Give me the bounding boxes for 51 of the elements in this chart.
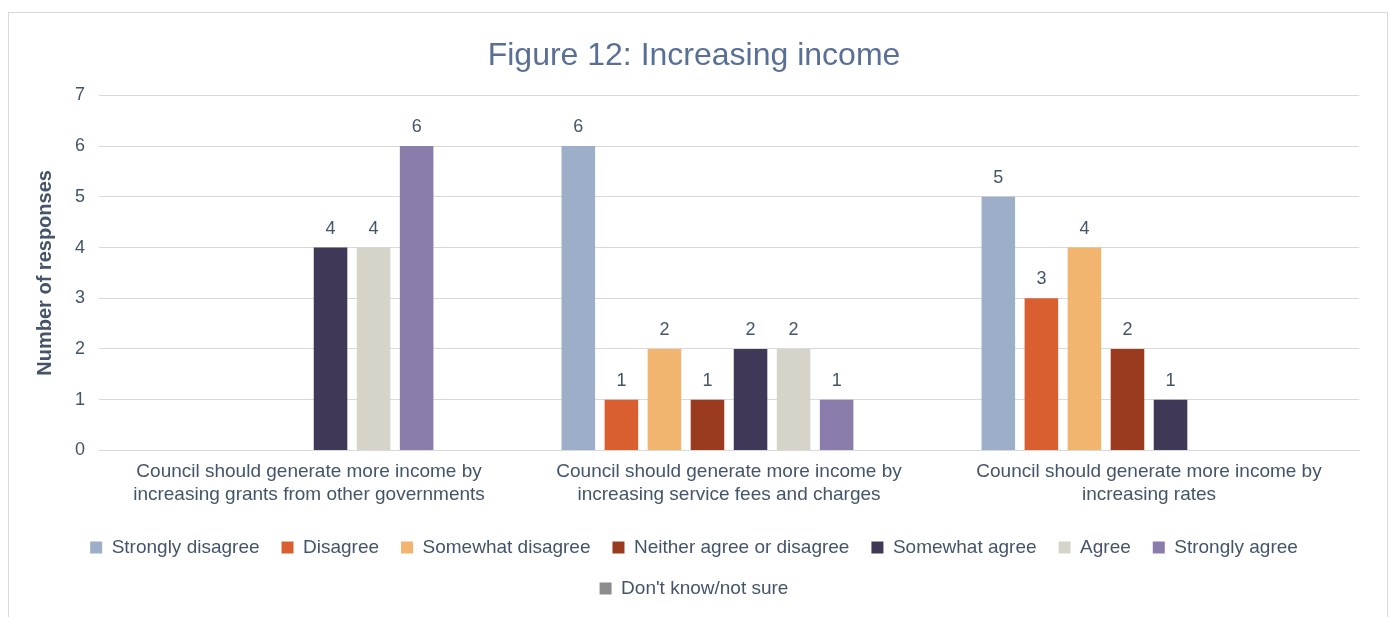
bar <box>690 399 725 450</box>
y-axis-title: Number of responses <box>32 170 55 376</box>
data-label: 4 <box>368 217 379 238</box>
bar <box>1153 399 1188 450</box>
data-label: 1 <box>1165 369 1176 390</box>
bar <box>356 247 391 450</box>
x-tick-label: Council should generate more income by increasing rates <box>976 460 1323 504</box>
legend-label: Strongly agree <box>1174 535 1298 557</box>
bar <box>819 399 854 450</box>
bar <box>399 146 434 450</box>
x-tick-label: Council should generate more income by increasing service fees and charges <box>556 460 903 504</box>
legend-label: Somewhat disagree <box>422 535 591 557</box>
y-tick-label: 1 <box>75 388 86 409</box>
legend-label: Agree <box>1080 535 1131 557</box>
legend-label: Disagree <box>303 535 380 557</box>
bar <box>1067 247 1102 450</box>
data-label: 2 <box>1122 318 1133 339</box>
data-label: 2 <box>788 318 799 339</box>
x-tick-label: Council should generate more income by increasing grants from other governments <box>133 460 485 504</box>
data-label: 6 <box>411 116 422 137</box>
y-tick-label: 7 <box>75 84 86 105</box>
chart-title: Figure 12: Increasing income <box>487 36 901 73</box>
bar <box>647 348 682 450</box>
data-label: 4 <box>1079 217 1090 238</box>
data-label: 2 <box>745 318 756 339</box>
bar <box>981 196 1016 450</box>
data-label: 4 <box>325 217 336 238</box>
data-label: 5 <box>993 166 1004 187</box>
y-tick-label: 5 <box>75 185 86 206</box>
data-label: 2 <box>659 318 670 339</box>
legend-label: Strongly disagree <box>111 535 260 557</box>
data-label: 1 <box>702 369 713 390</box>
data-label: 1 <box>831 369 842 390</box>
y-tick-label: 4 <box>75 236 86 257</box>
data-label: 1 <box>616 369 627 390</box>
y-tick-label: 0 <box>75 439 86 460</box>
bar <box>1110 348 1145 450</box>
bar <box>313 247 348 450</box>
legend-label: Neither agree or disagree <box>633 535 850 557</box>
y-tick-label: 6 <box>75 135 86 156</box>
legend-label: Somewhat agree <box>892 535 1037 557</box>
data-label: 3 <box>1036 268 1047 289</box>
bar <box>604 399 639 450</box>
legend-label: Don't know/not sure <box>621 576 789 598</box>
bar <box>561 146 596 450</box>
data-label: 6 <box>573 116 584 137</box>
y-tick-label: 3 <box>75 287 86 308</box>
y-tick-label: 2 <box>75 337 86 358</box>
bar <box>733 348 768 450</box>
bar <box>1024 298 1059 450</box>
bar <box>776 348 811 450</box>
